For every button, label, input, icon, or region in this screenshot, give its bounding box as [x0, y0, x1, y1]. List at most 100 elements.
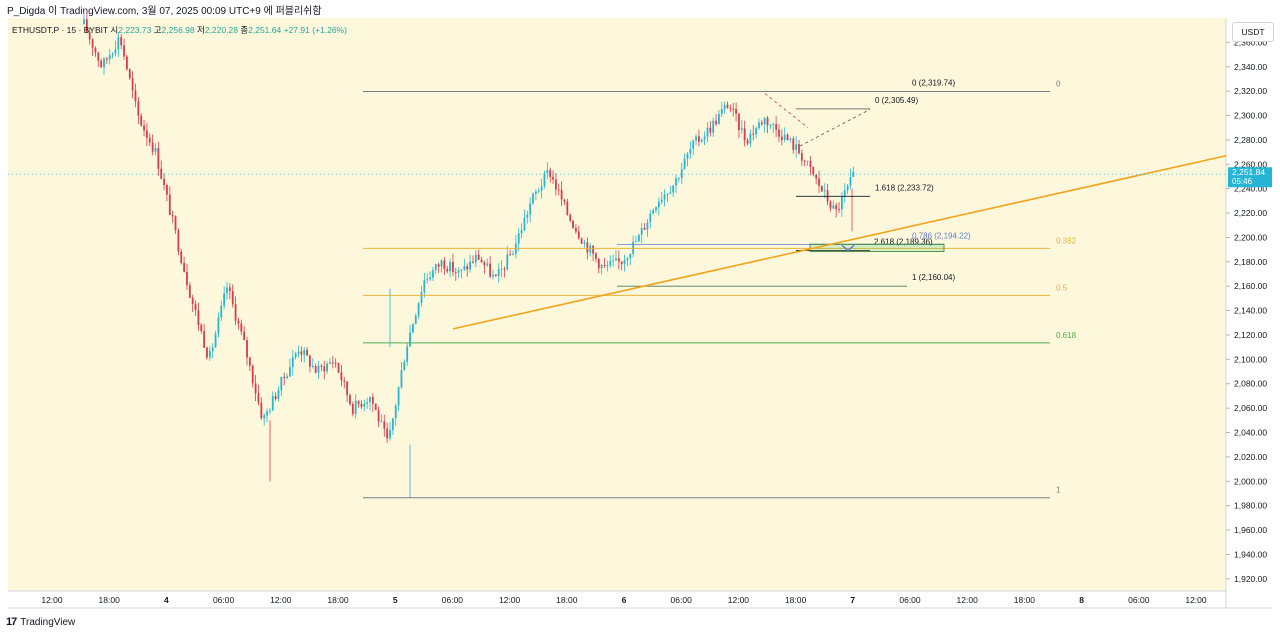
candle-body — [566, 201, 569, 215]
candle-body — [309, 355, 311, 367]
candle-body — [477, 254, 480, 260]
candle-body — [818, 178, 820, 186]
candle-body — [612, 260, 614, 262]
candle-body — [397, 387, 400, 406]
candle-body — [157, 148, 160, 169]
y-tick-label: 2,320.00 — [1234, 86, 1267, 96]
candle-body — [623, 259, 626, 265]
x-tick-label: 4 — [164, 595, 169, 605]
candle-body — [672, 185, 675, 193]
candle-body — [715, 120, 717, 125]
candle-body — [677, 178, 680, 180]
candle-body — [440, 260, 443, 267]
y-tick-label: 2,060.00 — [1234, 403, 1267, 413]
fib-level-label: 0.618 — [1056, 331, 1077, 340]
candle-body — [243, 331, 246, 341]
candle-body — [91, 39, 94, 48]
candle-body — [509, 254, 512, 256]
fib-level-label: 0 — [1056, 79, 1061, 88]
candle-body — [257, 393, 260, 403]
y-tick-label: 2,260.00 — [1234, 159, 1267, 169]
candle-body — [291, 357, 294, 368]
candle-body — [517, 233, 520, 244]
candle-body — [812, 167, 815, 175]
candle-body — [432, 270, 434, 278]
candle-body — [575, 227, 577, 232]
candle-body — [211, 347, 214, 352]
fib-price-label: 1 (2,160.04) — [912, 273, 955, 282]
x-tick-label: 12:00 — [499, 595, 521, 605]
candle-body — [643, 227, 646, 230]
candle-body — [712, 120, 715, 133]
candle-body — [134, 90, 137, 102]
candle-body — [749, 133, 752, 144]
candle-body — [555, 179, 557, 190]
candle-body — [226, 287, 228, 294]
candle-body — [586, 242, 589, 253]
current-price-countdown: 05:46 — [1232, 177, 1253, 186]
candle-body — [652, 210, 655, 214]
candle-body — [480, 259, 483, 263]
candle-body — [234, 304, 237, 321]
candle-body — [131, 78, 134, 91]
y-tick-label: 2,140.00 — [1234, 306, 1267, 316]
candle-body — [323, 366, 326, 372]
x-tick-label: 12:00 — [1185, 595, 1207, 605]
candle-body — [695, 136, 697, 141]
candle-body — [543, 172, 546, 187]
candle-body — [483, 262, 486, 266]
candle-body — [208, 351, 211, 358]
candle-body — [320, 365, 323, 367]
candle-body — [369, 396, 371, 403]
high-value: 2,256.98 — [161, 25, 195, 35]
candle-body — [746, 140, 749, 144]
candle-body — [474, 254, 477, 263]
candle-body — [829, 201, 832, 209]
candle-body — [326, 363, 328, 372]
projection-dashed-line — [799, 109, 871, 147]
candle-body — [186, 271, 188, 286]
candle-body — [160, 168, 163, 179]
candle-body — [803, 160, 806, 162]
currency-button[interactable]: USDT — [1232, 22, 1274, 42]
candle-body — [657, 201, 660, 208]
publish-caption: P_Digda 이 TradingView.com, 3월 07, 2025 0… — [7, 6, 322, 17]
x-tick-label: 12:00 — [728, 595, 750, 605]
candle-body — [635, 241, 637, 243]
symbol-name[interactable]: ETHUSDT.P · 15 · BYBIT — [12, 25, 109, 35]
candle-body — [137, 101, 140, 116]
candle-body — [703, 136, 706, 140]
y-tick-label: 2,120.00 — [1234, 330, 1267, 340]
candle-body — [841, 196, 843, 210]
tradingview-brand[interactable]: TradingView — [20, 616, 76, 628]
candle-body — [263, 415, 266, 419]
x-tick-label: 12:00 — [270, 595, 292, 605]
candle-body — [698, 136, 700, 142]
candle-body — [454, 272, 457, 274]
x-tick-label: 7 — [850, 595, 855, 605]
candle-body — [466, 266, 469, 270]
candle-body — [443, 260, 446, 269]
candle-body — [228, 287, 231, 292]
x-tick-label: 8 — [1079, 595, 1084, 605]
y-tick-label: 2,100.00 — [1234, 354, 1267, 364]
candle-body — [274, 396, 277, 400]
candle-body — [337, 362, 340, 373]
y-tick-label: 2,220.00 — [1234, 208, 1267, 218]
y-tick-label: 2,360.00 — [1234, 37, 1267, 47]
fib-price-label: 0.786 (2,194.22) — [912, 231, 971, 240]
candle-body — [532, 193, 534, 204]
candle-body — [105, 58, 108, 60]
candle-body — [469, 261, 471, 270]
candle-body — [180, 251, 183, 263]
candle-body — [194, 303, 197, 311]
candle-body — [191, 297, 194, 304]
candle-body — [755, 128, 757, 135]
candle-body — [552, 176, 554, 180]
candle-body — [820, 185, 823, 192]
candles — [83, 11, 855, 498]
candle-body — [289, 367, 291, 377]
candle-body — [357, 400, 360, 405]
change-value: +27.91 (+1.26%) — [283, 25, 347, 35]
